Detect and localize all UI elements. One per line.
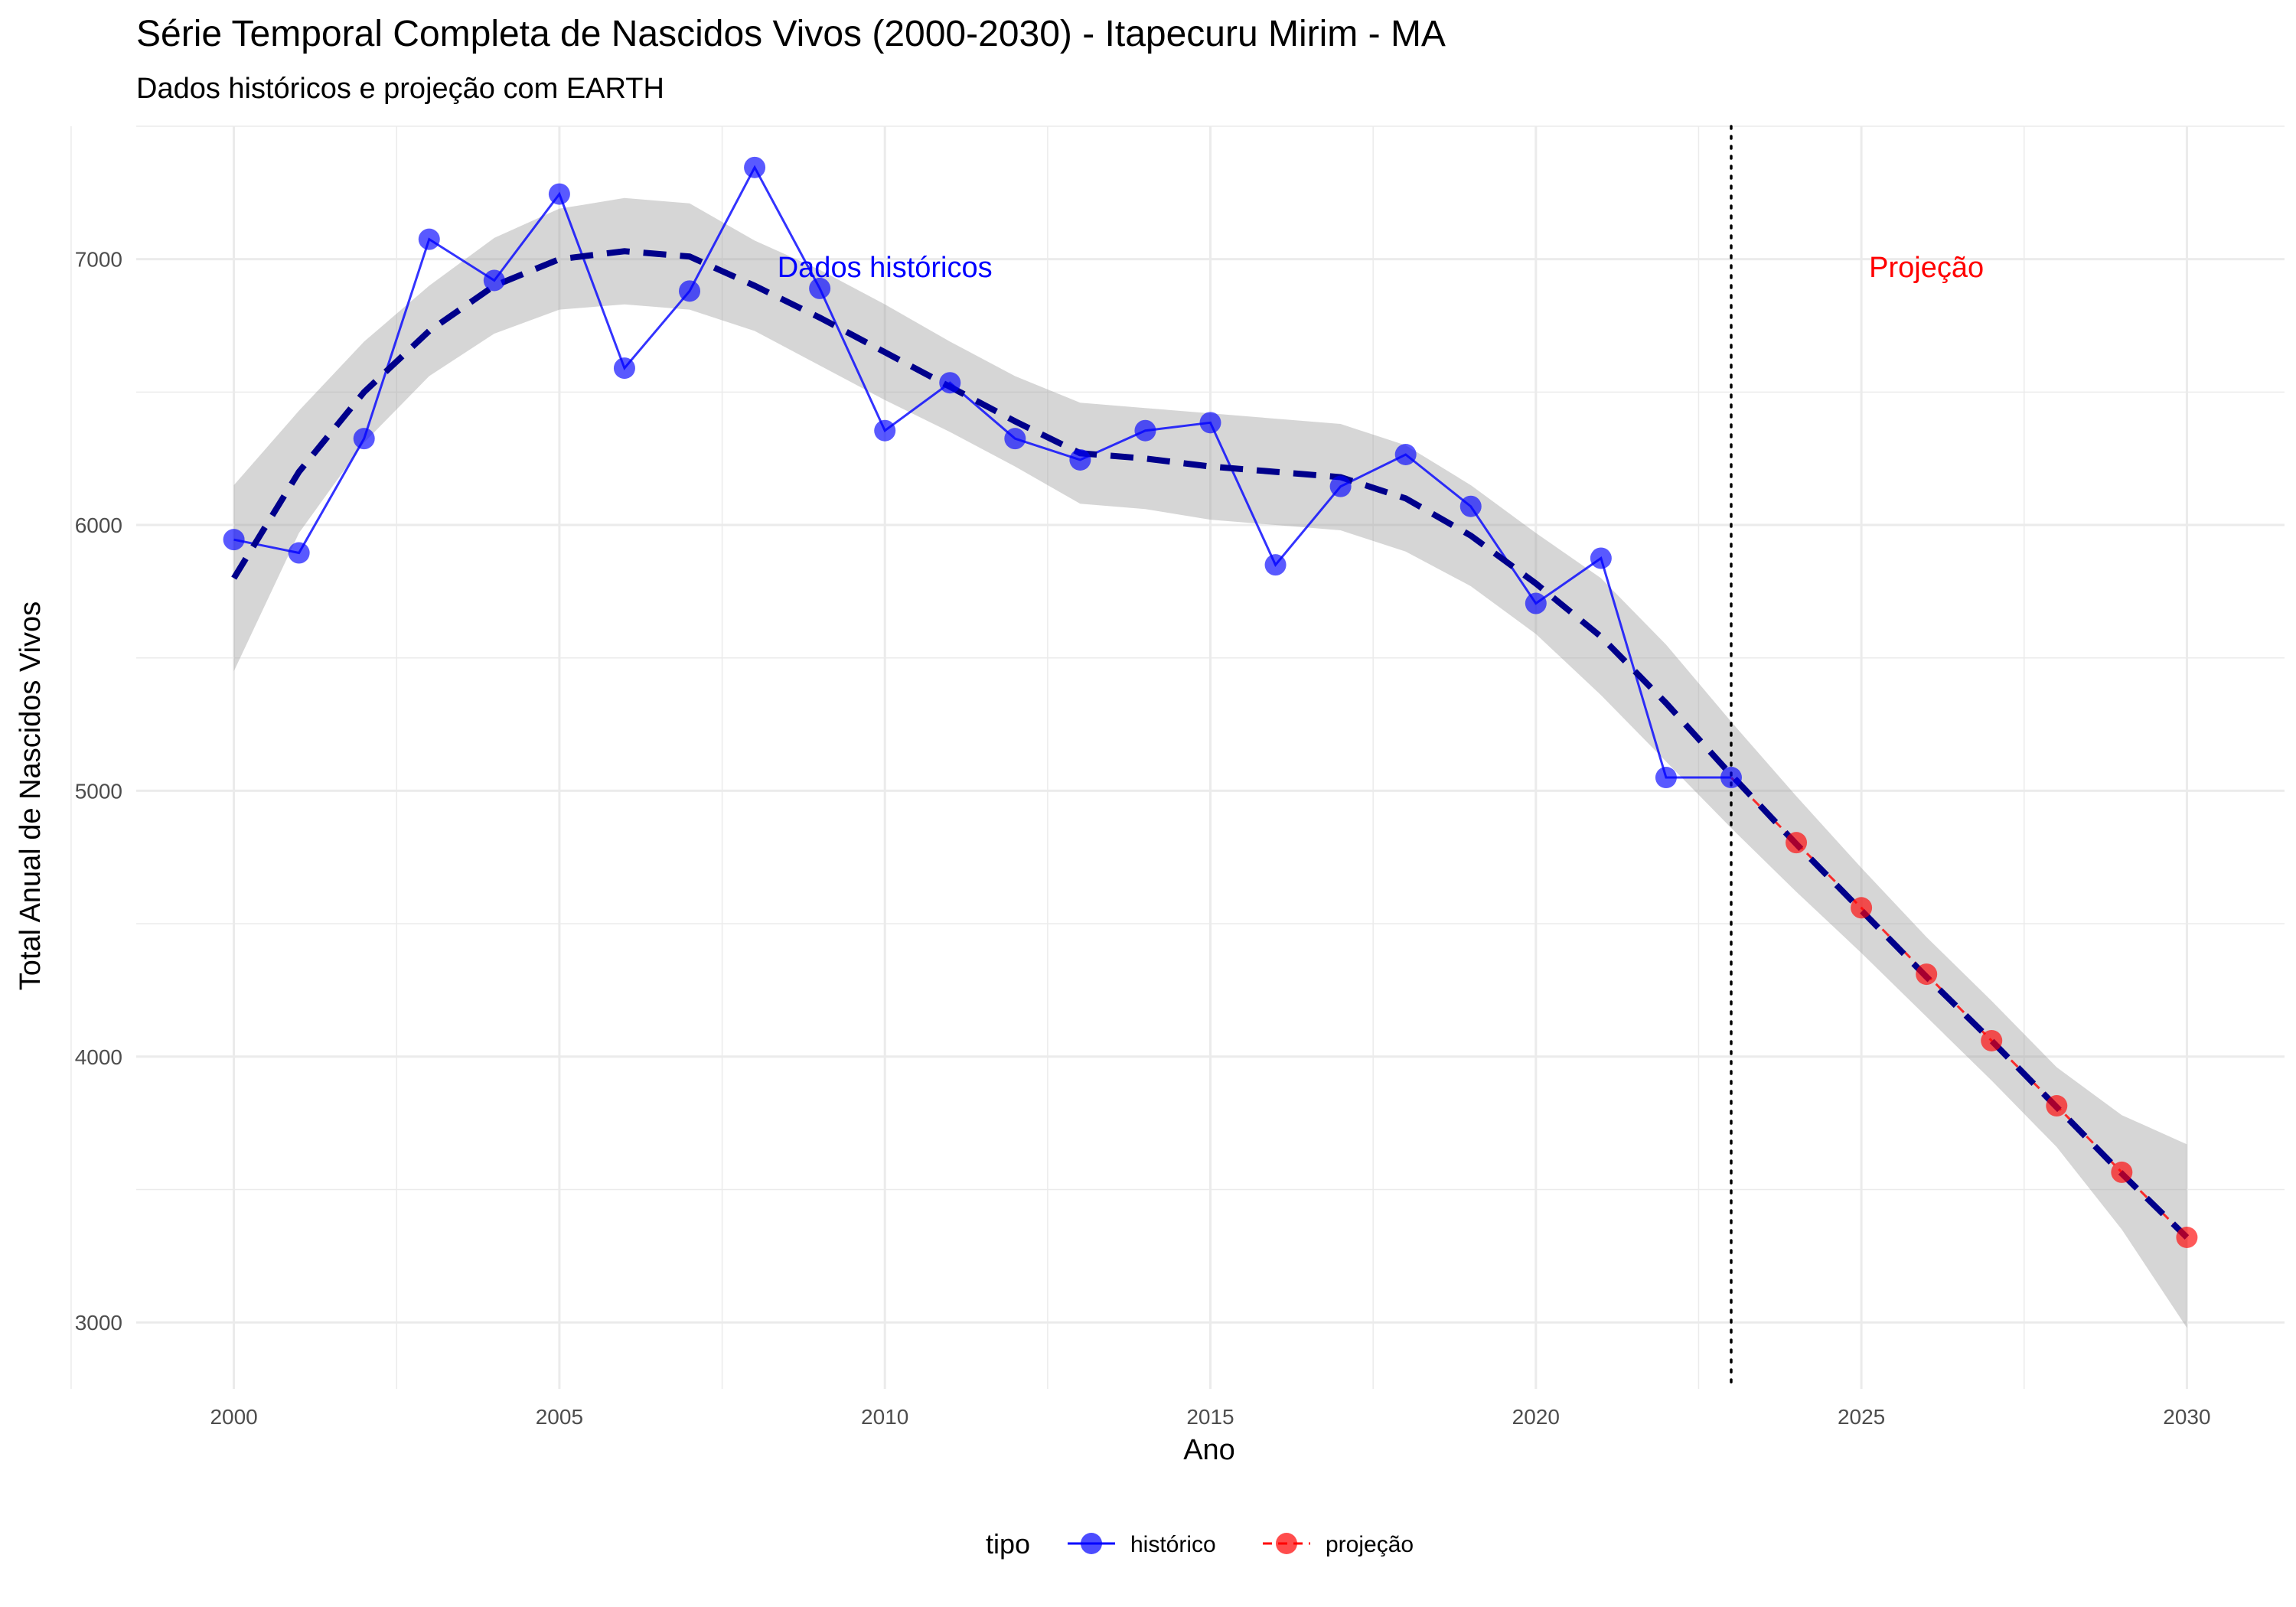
data-point: [548, 183, 570, 205]
x-tick-label: 2010: [861, 1405, 908, 1429]
x-tick-label: 2025: [1838, 1405, 1885, 1429]
data-point: [2046, 1095, 2068, 1117]
data-point: [874, 419, 896, 442]
data-point: [1264, 554, 1287, 576]
legend-key-point: [1276, 1533, 1297, 1554]
data-point: [613, 357, 635, 380]
y-tick-label: 7000: [75, 248, 122, 272]
data-point: [223, 529, 245, 551]
data-points: [223, 156, 2198, 1248]
chart-title: Série Temporal Completa de Nascidos Vivo…: [136, 14, 1446, 54]
data-point: [1069, 448, 1091, 471]
x-tick-label: 2020: [1512, 1405, 1560, 1429]
x-tick-label: 2015: [1186, 1405, 1234, 1429]
legend-entry-label: histórico: [1130, 1532, 1216, 1557]
y-tick-label: 3000: [75, 1311, 122, 1335]
x-tick-label: 2000: [210, 1405, 257, 1429]
x-tick-label: 2005: [536, 1405, 583, 1429]
data-point: [1394, 444, 1417, 465]
data-point: [1916, 963, 1938, 986]
data-point: [809, 277, 831, 299]
annotation-label: Dados históricos: [778, 252, 993, 284]
data-point: [1655, 767, 1677, 789]
legend-entry-label: projeção: [1326, 1532, 1414, 1557]
data-point: [1851, 897, 1873, 919]
data-point: [939, 372, 961, 394]
data-point: [679, 280, 701, 302]
legend-key-point: [1081, 1533, 1102, 1554]
data-point: [1981, 1029, 2003, 1051]
data-point: [1720, 767, 1742, 789]
data-point: [1525, 592, 1547, 614]
chart-subtitle: Dados históricos e projeção com EARTH: [136, 73, 664, 105]
y-tick-label: 5000: [75, 779, 122, 803]
grid-lines: [70, 125, 2285, 1389]
data-point: [483, 269, 505, 292]
data-point: [1199, 412, 1221, 434]
data-point: [1459, 495, 1482, 517]
data-point: [1590, 547, 1612, 569]
y-axis-ticks: 3000 4000 5000 6000 7000: [75, 248, 122, 1335]
data-point: [418, 228, 440, 250]
y-tick-label: 6000: [75, 513, 122, 537]
y-tick-label: 4000: [75, 1045, 122, 1069]
annotations: Dados históricos Projeção: [778, 252, 1984, 284]
data-point: [1786, 832, 1808, 854]
data-point: [2111, 1161, 2133, 1183]
data-point: [288, 542, 310, 564]
x-axis-ticks: 2000 2005 2010 2015 2020 2025 2030: [210, 1405, 2210, 1429]
y-axis-title: Total Anual de Nascidos Vivos: [15, 601, 47, 990]
series-line-historico: [233, 165, 1731, 779]
legend-title: tipo: [986, 1528, 1030, 1560]
data-point: [744, 156, 766, 178]
x-axis-title: Ano: [1183, 1434, 1235, 1466]
data-point: [1004, 428, 1026, 450]
x-tick-label: 2030: [2163, 1405, 2210, 1429]
data-point: [353, 428, 375, 450]
annotation-label: Projeção: [1869, 252, 1984, 284]
data-point: [1329, 475, 1352, 497]
legend: tipo histórico projeção: [986, 1528, 1414, 1560]
data-point: [2176, 1227, 2198, 1248]
data-point: [1134, 419, 1156, 442]
